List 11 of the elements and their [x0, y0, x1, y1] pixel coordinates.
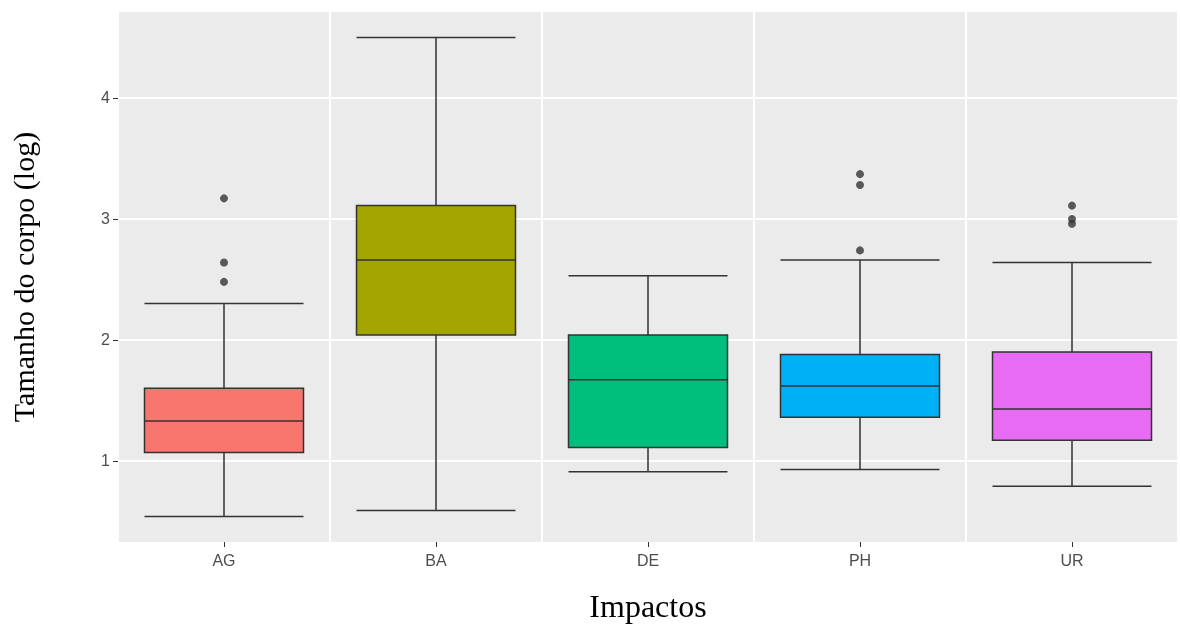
x-tick-label: DE — [636, 551, 660, 569]
y-tick-label: 1 — [101, 452, 111, 470]
x-tick-label: AG — [212, 551, 236, 569]
y-tick-label: 3 — [101, 210, 111, 228]
x-tick-label: PH — [848, 551, 872, 569]
x-tick-label: BA — [425, 551, 447, 569]
x-tick-label: UR — [1060, 551, 1084, 569]
y-tick-label: 2 — [101, 331, 111, 349]
y-tick-label: 4 — [101, 89, 111, 107]
y-axis-title: Tamanho do corpo (log) — [6, 131, 41, 423]
x-axis-title: Impactos — [589, 588, 707, 624]
